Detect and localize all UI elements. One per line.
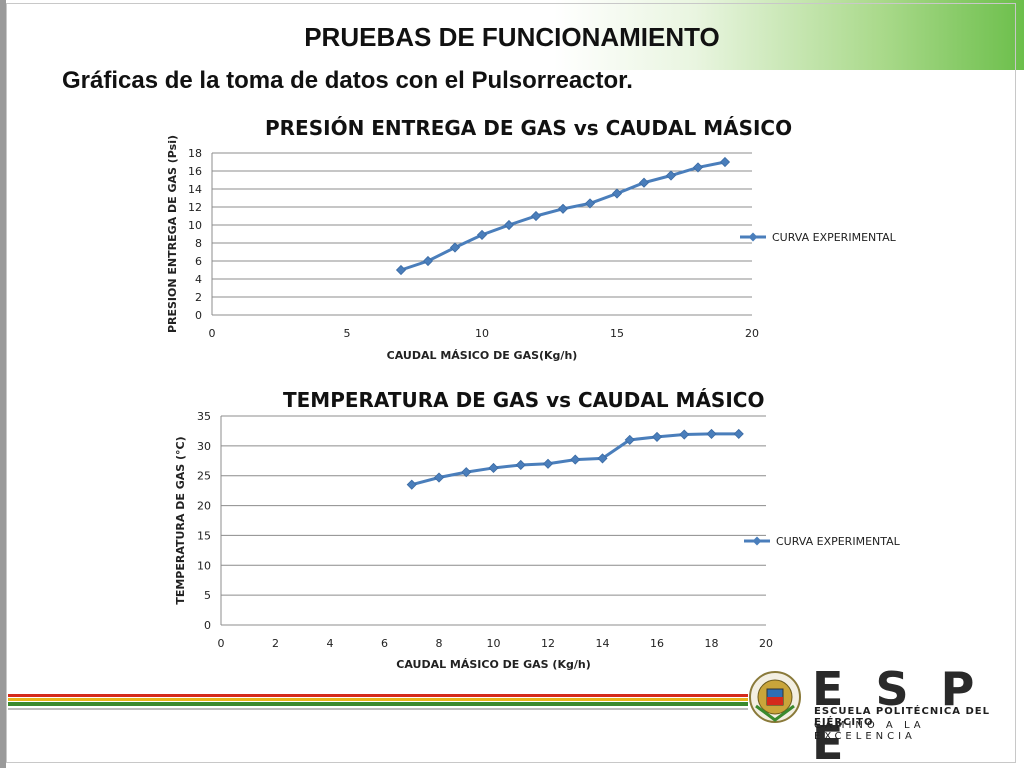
chart2-xtick-label: 0 (218, 637, 225, 650)
chart2-xtick-label: 20 (759, 637, 773, 650)
chart2-data-point (679, 429, 690, 440)
espe-logo-letters: E S P E (812, 662, 983, 768)
chart1-ytick-label: 10 (188, 219, 202, 232)
slide-subtitle: Gráficas de la toma de datos con el Puls… (62, 67, 633, 94)
chart1-data-point (719, 156, 731, 168)
chart2-data-point (488, 462, 499, 474)
chart1-legend-marker (748, 232, 758, 242)
footer-stripe-green (8, 702, 748, 706)
chart1-ytick-label: 0 (195, 309, 202, 322)
chart2-xtick-label: 14 (596, 637, 610, 650)
footer-stripe-gray (8, 708, 748, 710)
chart2-xtick-label: 16 (650, 637, 664, 650)
chart1-ytick-label: 4 (195, 273, 202, 286)
chart1-data-point (584, 198, 596, 209)
chart1-data-point (611, 188, 623, 199)
chart1-data-point (665, 170, 677, 181)
chart1-data-point (395, 264, 407, 276)
chart1-data-point (530, 210, 542, 222)
chart-temperature: 0 5 10 15 20 25 30 35 0 2 4 6 8 10 12 14 16 18 20 CAUDAL MÁ… (174, 410, 901, 671)
chart1-xtick-label: 10 (475, 327, 489, 340)
chart2-data-point (515, 459, 526, 471)
espe-seal-icon (749, 671, 801, 723)
chart2-xtick-label: 6 (381, 637, 388, 650)
chart2-ytick-label: 20 (197, 500, 211, 513)
chart2-xlabel: CAUDAL MÁSICO DE GAS (Kg/h) (396, 658, 590, 671)
chart2-legend-label: CURVA EXPERIMENTAL (776, 535, 901, 548)
espe-emblem (748, 670, 802, 724)
chart1-data-point (503, 219, 515, 231)
chart2-xtick-label: 4 (327, 637, 334, 650)
header-gradient-band (554, 0, 1024, 70)
chart1-data-point (449, 242, 461, 253)
chart2-ylabel: TEMPERATURA DE GAS (°C) (174, 436, 187, 604)
chart2-data-point (706, 428, 717, 439)
chart2-ytick-label: 10 (197, 559, 211, 572)
chart2-ytick-label: 30 (197, 440, 211, 453)
chart2-data-point (651, 431, 663, 442)
chart1-ytick-label: 18 (188, 147, 202, 160)
chart1-data-point (476, 229, 488, 240)
slide-frame (6, 3, 1016, 763)
chart1-legend-label: CURVA EXPERIMENTAL (772, 231, 897, 244)
chart2-xtick-label: 12 (541, 637, 555, 650)
footer-stripe-gold (8, 698, 748, 701)
chart2-data-point (597, 453, 608, 464)
chart1-ylabel: PRESION ENTREGA DE GAS (Psi) (166, 135, 179, 333)
chart2-xtick-label: 10 (487, 637, 501, 650)
chart1-title: PRESIÓN ENTREGA DE GAS vs CAUDAL MÁSICO (265, 116, 793, 140)
slide-left-strip (0, 0, 6, 768)
chart1-ytick-label: 12 (188, 201, 202, 214)
chart2-data-point (570, 454, 581, 465)
chart1-data-point (422, 255, 434, 267)
chart2-data-point (461, 467, 472, 478)
chart1-data-point (638, 177, 650, 188)
chart1-xtick-label: 5 (344, 327, 351, 340)
chart1-xtick-label: 0 (209, 327, 216, 340)
chart1-xtick-label: 15 (610, 327, 624, 340)
chart2-data-point (624, 434, 635, 445)
chart2-ytick-label: 25 (197, 470, 211, 483)
chart2-ytick-label: 5 (204, 589, 211, 602)
chart2-data-point (733, 428, 744, 439)
slide-title: PRUEBAS DE FUNCIONAMIENTO (0, 22, 1024, 53)
slide-title-text: PRUEBAS DE FUNCIONAMIENTO (304, 22, 720, 52)
chart2-xtick-label: 8 (436, 637, 443, 650)
chart1-ytick-label: 14 (188, 183, 202, 196)
chart2-ytick-label: 0 (204, 619, 211, 632)
chart1-xlabel: CAUDAL MÁSICO DE GAS(Kg/h) (387, 349, 578, 362)
chart2-ytick-label: 15 (197, 529, 211, 542)
chart1-ytick-label: 6 (195, 255, 202, 268)
chart2-ytick-label: 35 (197, 410, 211, 423)
chart1-ytick-label: 16 (188, 165, 202, 178)
chart1-ytick-label: 2 (195, 291, 202, 304)
espe-logo-line1: ESCUELA POLITÉCNICA DEL EJÉRCITO (814, 706, 990, 728)
footer-stripe-red (8, 694, 748, 697)
chart2-legend-marker (752, 536, 762, 546)
chart1-xtick-label: 20 (745, 327, 759, 340)
chart2-title: TEMPERATURA DE GAS vs CAUDAL MÁSICO (283, 388, 765, 412)
chart2-xtick-label: 18 (705, 637, 719, 650)
chart2-data-point (406, 479, 417, 490)
chart1-ytick-label: 8 (195, 237, 202, 250)
chart1-data-point (692, 162, 704, 173)
chart2-data-point (433, 472, 445, 483)
chart2-xtick-label: 2 (272, 637, 279, 650)
chart2-data-point (542, 458, 554, 469)
espe-logo-line2: CAMINO A LA EXCELENCIA (814, 720, 925, 742)
chart-pressure: 0 2 4 6 8 10 12 14 16 18 0 5 10 15 20 CAUDAL MÁSICO DE … (166, 135, 897, 362)
chart1-data-point (557, 203, 569, 214)
